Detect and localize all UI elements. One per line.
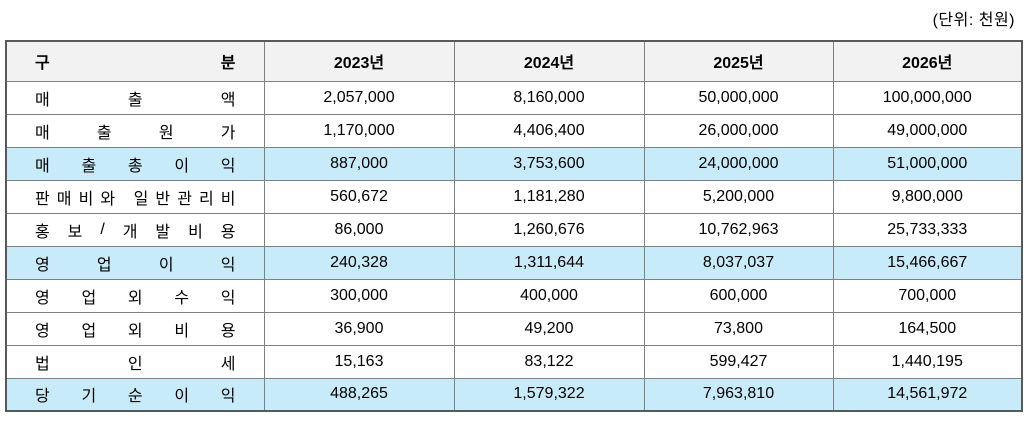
value-cell: 100,000,000 bbox=[832, 80, 1023, 115]
value-cell: 1,440,195 bbox=[832, 344, 1023, 379]
value-cell: 700,000 bbox=[832, 278, 1023, 313]
value-cell: 599,427 bbox=[643, 344, 834, 379]
value-cell: 24,000,000 bbox=[643, 146, 834, 181]
value-cell: 1,579,322 bbox=[453, 377, 645, 412]
value-cell: 887,000 bbox=[263, 146, 455, 181]
value-cell: 600,000 bbox=[643, 278, 834, 313]
value-cell: 1,181,280 bbox=[453, 179, 645, 214]
value-cell: 4,406,400 bbox=[453, 113, 645, 148]
value-cell: 240,328 bbox=[263, 245, 455, 280]
value-cell: 25,733,333 bbox=[832, 212, 1023, 247]
value-cell: 560,672 bbox=[263, 179, 455, 214]
row-label-text: 홍 보 / 개 발 비 용 bbox=[35, 220, 236, 241]
value-cell: 2,057,000 bbox=[263, 80, 455, 115]
unit-note: (단위: 천원) bbox=[932, 12, 1015, 29]
value-cell: 83,122 bbox=[453, 344, 645, 379]
value-cell: 488,265 bbox=[263, 377, 455, 412]
value-cell: 1,260,676 bbox=[453, 212, 645, 247]
header-year-2025: 2025년 bbox=[643, 40, 834, 82]
value-cell: 51,000,000 bbox=[832, 146, 1023, 181]
value-cell: 8,160,000 bbox=[453, 80, 645, 115]
header-year-2026: 2026년 bbox=[832, 40, 1023, 82]
value-cell: 7,963,810 bbox=[643, 377, 834, 412]
value-cell: 15,466,667 bbox=[832, 245, 1023, 280]
table-row-promo-dev-costs: 홍 보 / 개 발 비 용 86,000 1,260,676 10,762,963 25,7… bbox=[5, 212, 1023, 247]
header-year-2023: 2023년 bbox=[263, 40, 455, 82]
value-cell: 36,900 bbox=[263, 311, 455, 346]
value-cell: 14,561,972 bbox=[832, 377, 1023, 412]
value-cell: 1,311,644 bbox=[453, 245, 645, 280]
row-label: 홍 보 / 개 발 비 용 bbox=[5, 212, 265, 247]
value-cell: 400,000 bbox=[453, 278, 645, 313]
value-cell: 9,800,000 bbox=[832, 179, 1023, 214]
value-cell: 300,000 bbox=[263, 278, 455, 313]
value-cell: 73,800 bbox=[643, 311, 834, 346]
value-cell: 1,170,000 bbox=[263, 113, 455, 148]
value-cell: 5,200,000 bbox=[643, 179, 834, 214]
value-cell: 164,500 bbox=[832, 311, 1023, 346]
value-cell: 15,163 bbox=[263, 344, 455, 379]
value-cell: 49,200 bbox=[453, 311, 645, 346]
header-year-2024: 2024년 bbox=[453, 40, 645, 82]
value-cell: 26,000,000 bbox=[643, 113, 834, 148]
value-cell: 3,753,600 bbox=[453, 146, 645, 181]
value-cell: 50,000,000 bbox=[643, 80, 834, 115]
value-cell: 86,000 bbox=[263, 212, 455, 247]
value-cell: 8,037,037 bbox=[643, 245, 834, 280]
value-cell: 10,762,963 bbox=[643, 212, 834, 247]
value-cell: 49,000,000 bbox=[832, 113, 1023, 148]
